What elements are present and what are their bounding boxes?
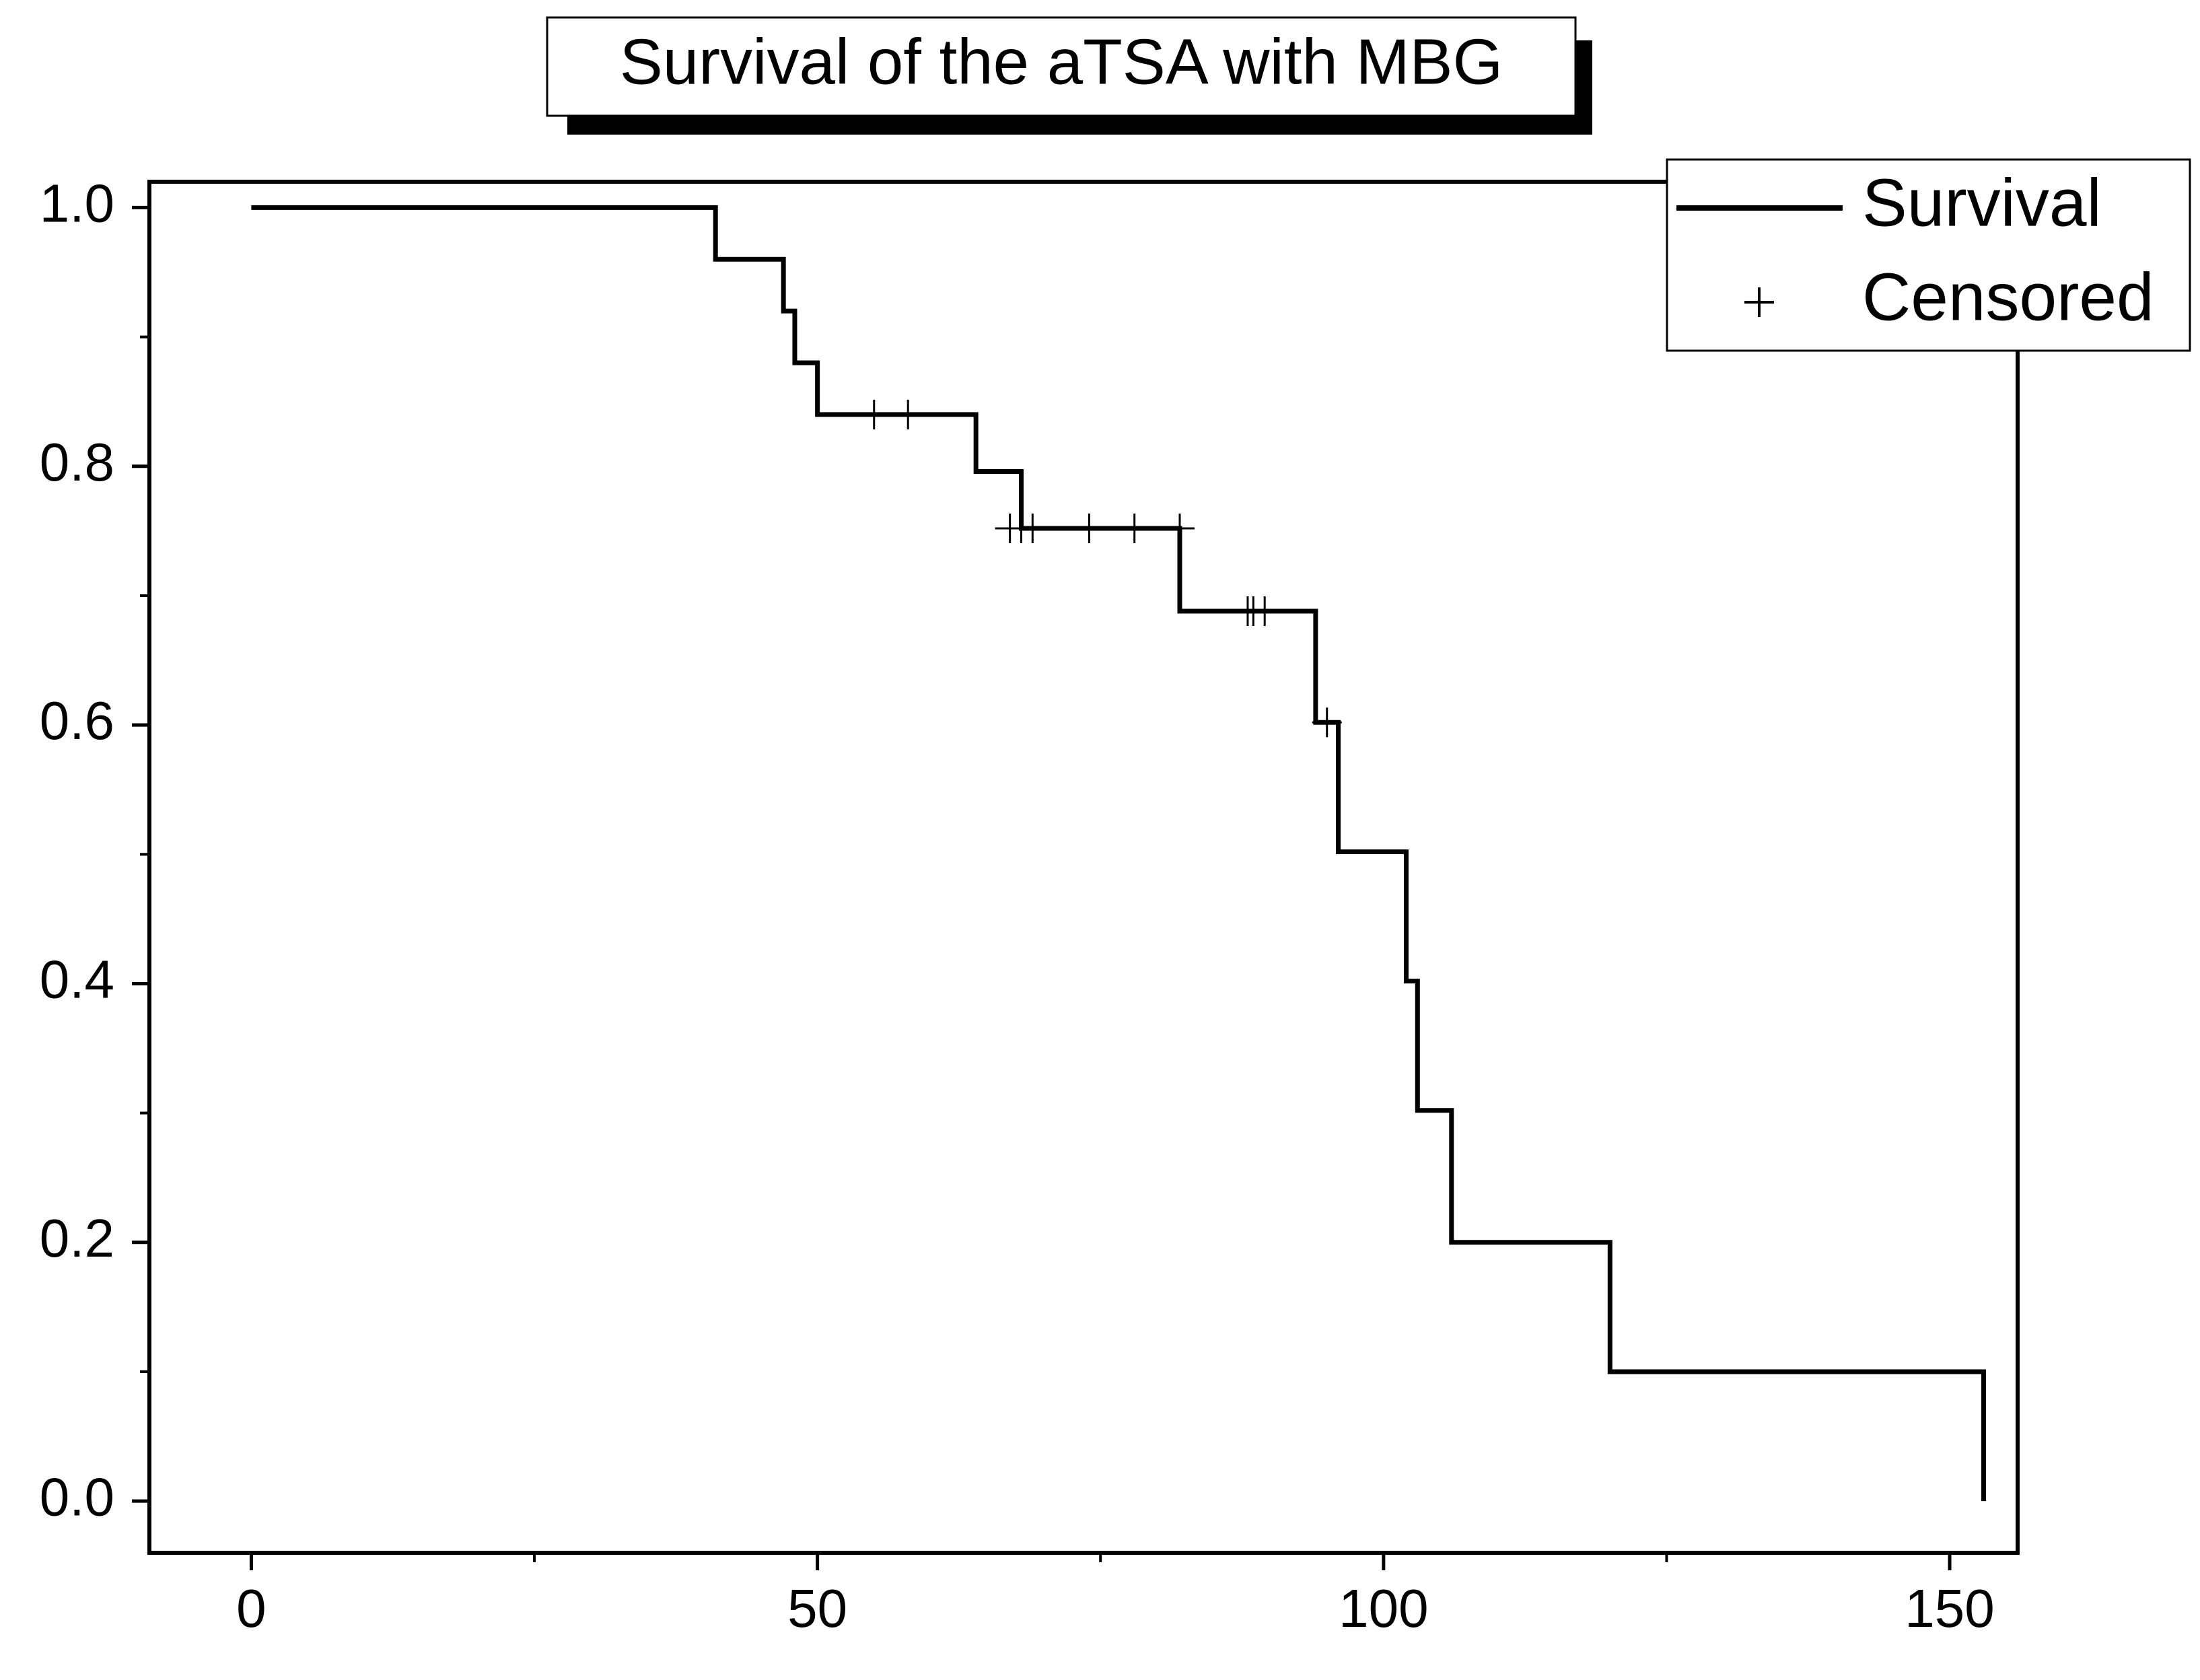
survival-step-line	[251, 205, 1987, 1502]
legend-censored-marker	[1744, 287, 1774, 317]
x-tick-label: 100	[1339, 1578, 1428, 1638]
axes-layer: 0 50 100 150 0.0 0.2 0.4 0.6 0.8 1.0	[40, 174, 1995, 1638]
y-tick-label: 0.4	[40, 950, 114, 1010]
censored-marker	[893, 399, 923, 429]
legend-censored-label: Censored	[1862, 259, 2154, 335]
y-tick-label: 0.2	[40, 1208, 114, 1268]
y-tick-label: 1.0	[40, 174, 114, 234]
x-tick-label: 50	[787, 1578, 847, 1638]
y-tick-label: 0.0	[40, 1467, 114, 1527]
x-tick-label: 0	[236, 1578, 267, 1638]
censored-marker	[1018, 514, 1048, 544]
legend-survival-label: Survival	[1862, 165, 2102, 240]
chart-title: Survival of the aTSA with MBG	[620, 26, 1503, 98]
plot-frame	[147, 180, 2020, 1555]
legend-box	[1666, 158, 2191, 352]
censored-marker	[1119, 514, 1149, 544]
censored-marker	[1165, 514, 1195, 544]
y-tick-label: 0.6	[40, 691, 114, 750]
y-tick-label: 0.8	[40, 432, 114, 492]
censored-marker	[859, 399, 889, 429]
censored-marker	[1312, 707, 1342, 738]
series-layer	[251, 205, 1987, 1502]
censored-marker	[1250, 596, 1280, 627]
censored-marker	[1074, 514, 1104, 544]
x-tick-label: 150	[1905, 1578, 1994, 1638]
title-box	[546, 16, 1577, 117]
